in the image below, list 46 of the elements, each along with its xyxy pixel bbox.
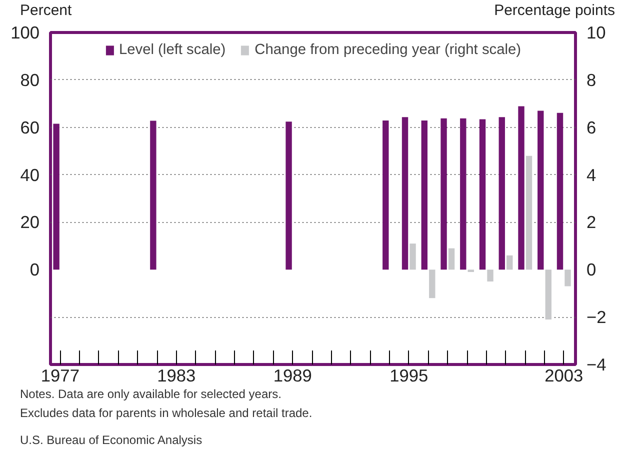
y2-tick-label: 2	[586, 212, 596, 232]
bar	[429, 270, 436, 298]
bar	[440, 118, 447, 270]
text: Excludes data for parents in wholesale and retail trade.	[19, 405, 312, 422]
bar	[487, 270, 494, 282]
x-tick-label: 1995	[390, 366, 428, 386]
bar	[556, 112, 564, 270]
bar	[150, 120, 156, 270]
legend-label: Change from preceding year (right scale)	[254, 42, 522, 58]
bar	[460, 118, 466, 270]
y2-tick-label: −2	[586, 307, 606, 328]
x-tick-label: 1989	[273, 366, 312, 386]
bar	[506, 255, 513, 270]
legend-label: Level (left scale)	[118, 42, 226, 58]
bar	[410, 244, 416, 270]
text: U.S. Bureau of Economic Analysis	[19, 432, 204, 450]
y2-axis-title: Percentage points	[494, 1, 615, 21]
y2-tick-label: 6	[586, 117, 596, 138]
y-tick-label: 80	[20, 70, 40, 90]
bar	[382, 120, 389, 270]
bar	[448, 248, 455, 270]
y-tick-label: 100	[10, 22, 40, 42]
y2-tick-label: 0	[586, 260, 596, 280]
y-tick-label: 60	[20, 117, 40, 138]
y-tick-label: 20	[20, 212, 40, 232]
x-tick-label: 2003	[544, 366, 584, 386]
bar	[468, 270, 474, 272]
y2-tick-label: 10	[586, 22, 606, 42]
bar	[286, 122, 292, 270]
bar	[421, 120, 428, 270]
bar	[564, 270, 571, 286]
y-axis-title: Percent	[19, 1, 72, 21]
bar	[545, 270, 552, 320]
x-tick-label: 1977	[40, 366, 80, 386]
text: Notes. Data are only available for selected years.	[19, 386, 282, 403]
x-tick-label: 1983	[157, 366, 196, 386]
y-tick-label: 40	[20, 164, 40, 185]
y-tick-label: 0	[30, 260, 40, 280]
bar	[498, 117, 505, 270]
bar	[53, 124, 60, 270]
bar	[402, 117, 408, 270]
bar	[538, 110, 544, 270]
y2-tick-label: 8	[586, 70, 596, 90]
bar	[479, 119, 486, 270]
y2-tick-label: 4	[586, 164, 596, 185]
y2-tick-label: −4	[586, 354, 607, 374]
